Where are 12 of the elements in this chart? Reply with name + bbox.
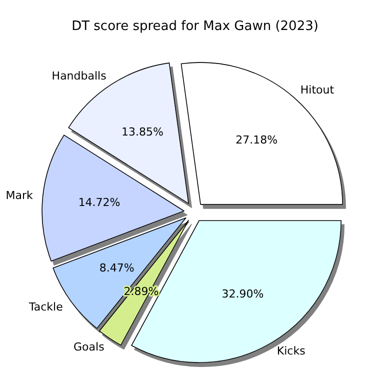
- slice-label: Hitout: [300, 83, 335, 96]
- data-label: 13.85%: [122, 125, 164, 138]
- data-label: 14.72%: [78, 196, 120, 209]
- slice-label: Goals: [74, 340, 105, 354]
- slice-label: Mark: [6, 189, 34, 202]
- chart-title: DT score spread for Max Gawn (2023): [72, 19, 318, 34]
- slice-label: Kicks: [276, 344, 306, 358]
- data-label: 8.47%: [99, 261, 134, 274]
- data-label: 32.90%: [222, 287, 264, 300]
- data-label: 27.18%: [236, 134, 278, 147]
- slice-label: Handballs: [52, 69, 107, 82]
- slice-label: Tackle: [28, 300, 64, 314]
